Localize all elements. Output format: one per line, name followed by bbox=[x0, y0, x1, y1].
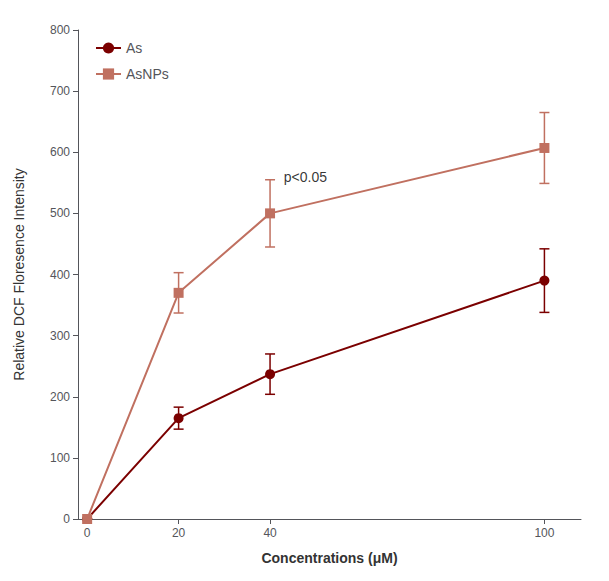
svg-text:400: 400 bbox=[50, 268, 70, 282]
svg-text:300: 300 bbox=[50, 329, 70, 343]
svg-text:0: 0 bbox=[63, 512, 70, 526]
svg-text:500: 500 bbox=[50, 206, 70, 220]
svg-text:Concentrations (μM): Concentrations (μM) bbox=[261, 550, 397, 566]
svg-text:40: 40 bbox=[263, 526, 277, 540]
svg-text:p<0.05: p<0.05 bbox=[284, 169, 327, 185]
svg-text:AsNPs: AsNPs bbox=[126, 66, 169, 82]
svg-text:100: 100 bbox=[50, 451, 70, 465]
svg-text:Relative DCF Floresence Intens: Relative DCF Floresence Intensity bbox=[11, 168, 27, 380]
svg-text:600: 600 bbox=[50, 145, 70, 159]
svg-text:20: 20 bbox=[172, 526, 186, 540]
svg-text:800: 800 bbox=[50, 23, 70, 37]
svg-text:As: As bbox=[126, 40, 142, 56]
svg-text:0: 0 bbox=[84, 526, 91, 540]
svg-text:700: 700 bbox=[50, 84, 70, 98]
svg-text:200: 200 bbox=[50, 390, 70, 404]
svg-text:100: 100 bbox=[534, 526, 554, 540]
